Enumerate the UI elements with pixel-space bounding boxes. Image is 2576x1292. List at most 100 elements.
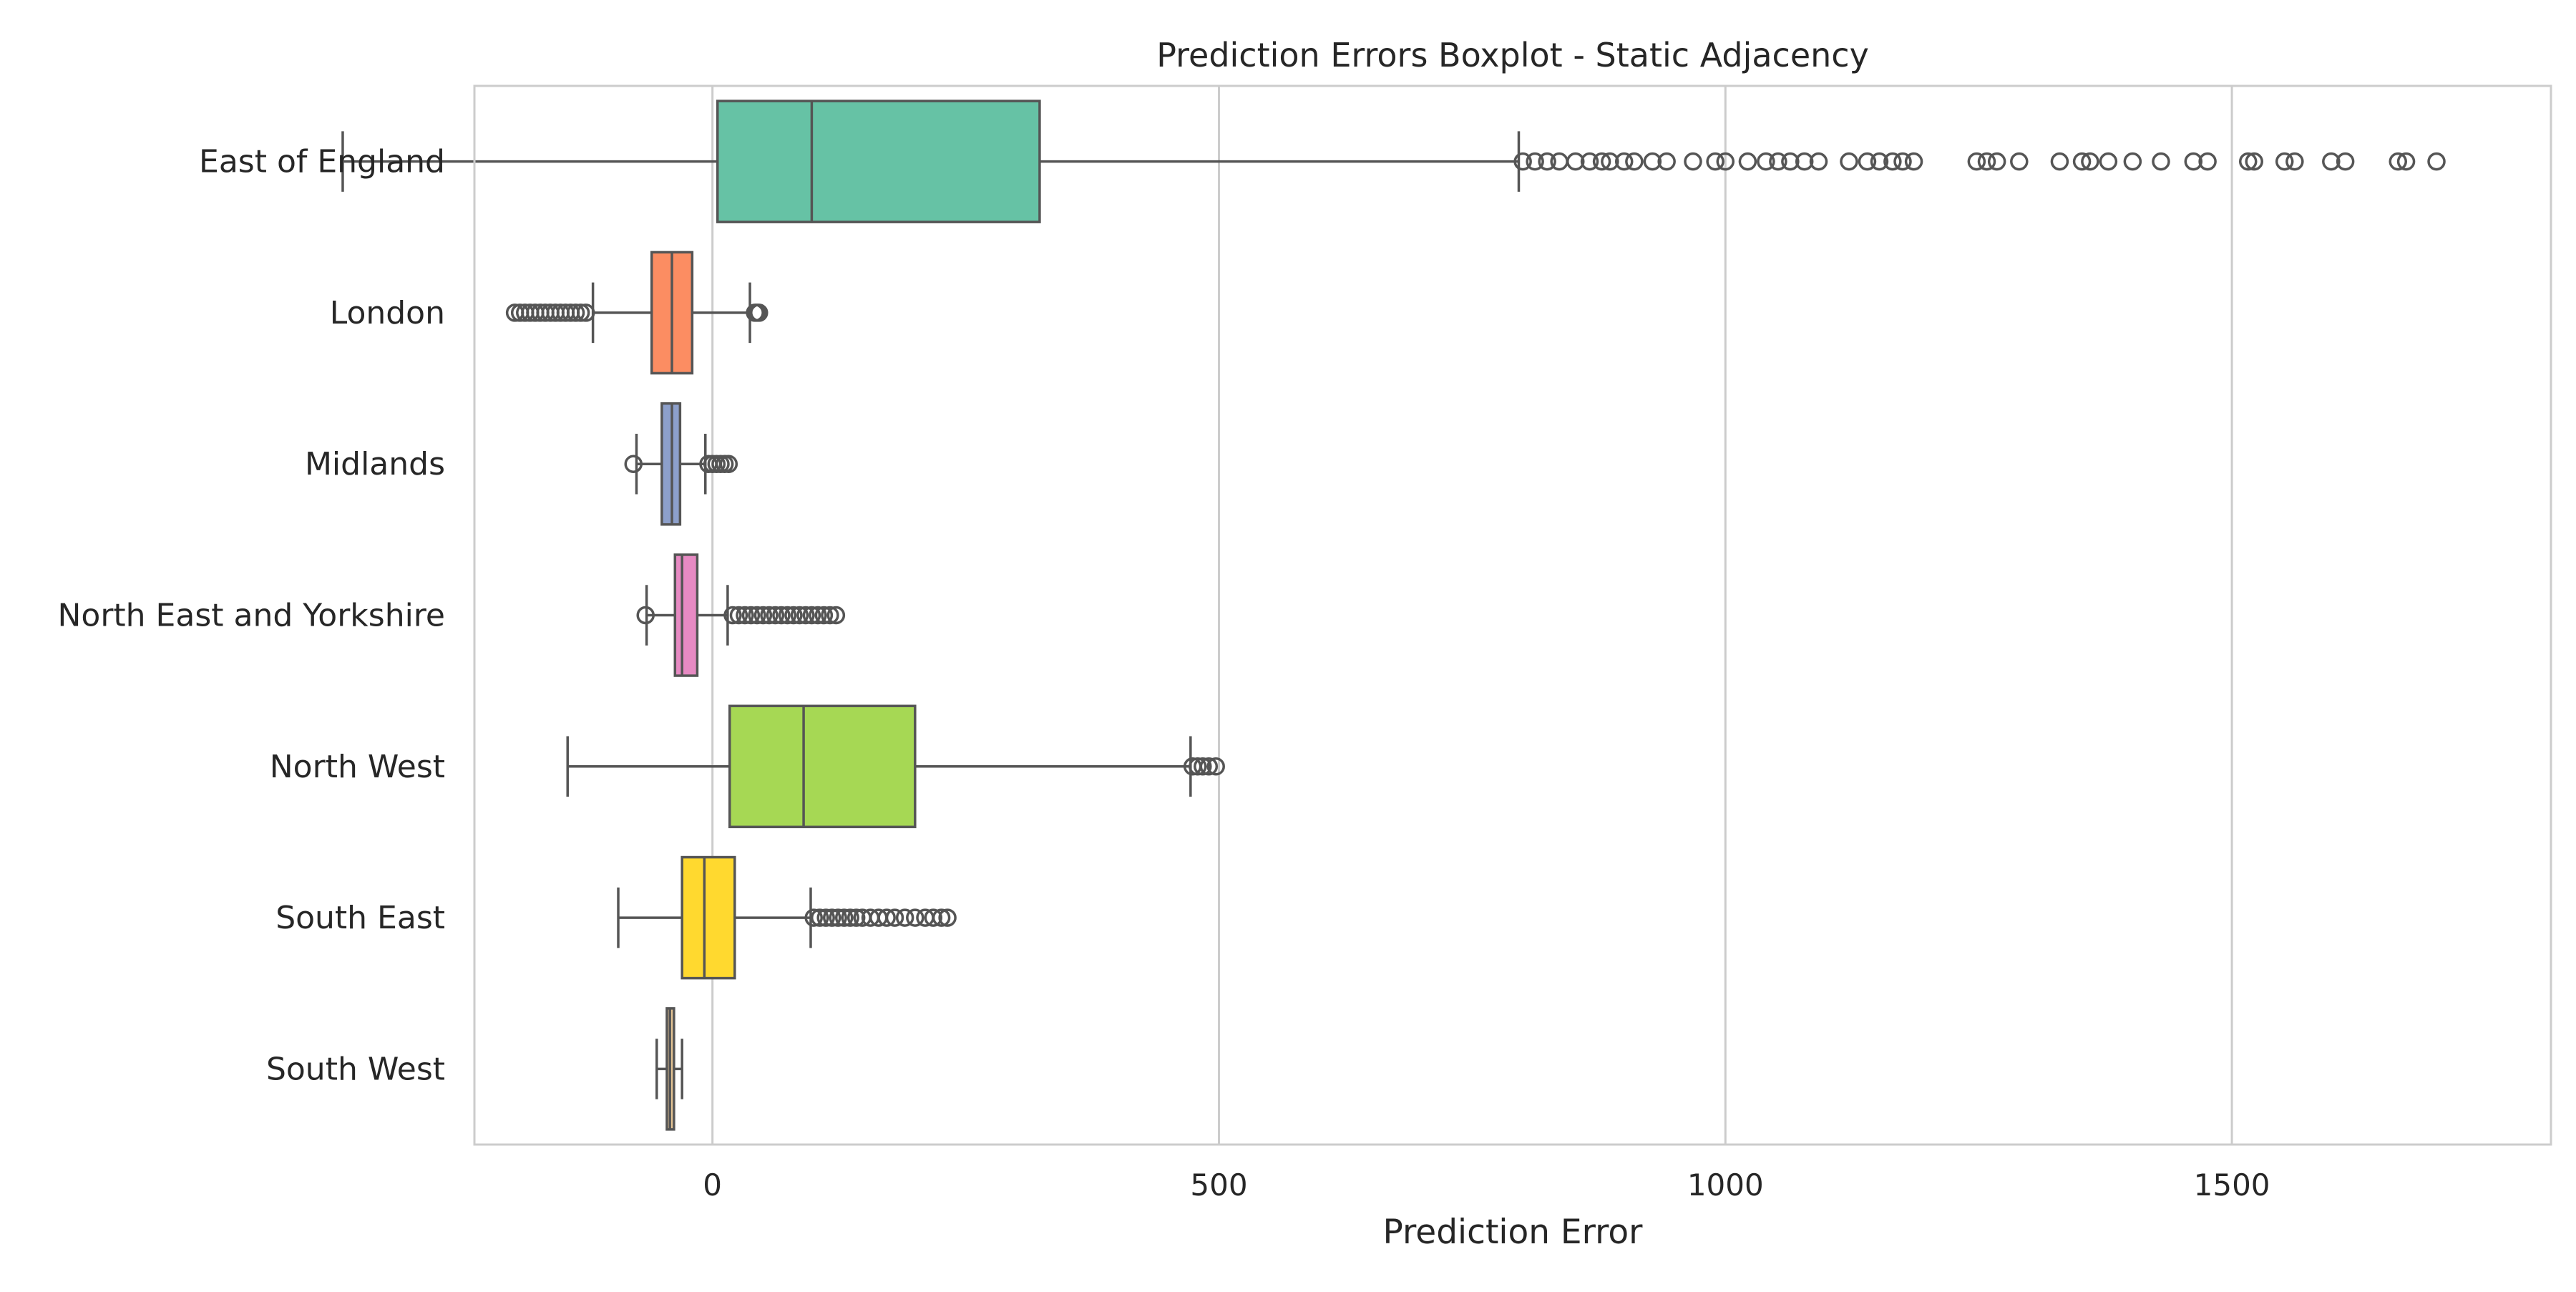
outlier-point <box>2184 152 2203 171</box>
x-tick-label: 1500 <box>2194 1167 2270 1203</box>
box-iqr <box>728 704 917 829</box>
outlier-point <box>1188 757 1207 776</box>
outlier-point <box>816 908 835 927</box>
outlier-point <box>760 606 779 625</box>
outlier-point <box>1757 152 1775 171</box>
y-tick-label: London <box>330 295 445 331</box>
boxes-layer <box>341 99 2446 1131</box>
outlier-point <box>2152 152 2170 171</box>
outlier-point <box>1538 152 1556 171</box>
outlier-point <box>1977 152 1996 171</box>
outlier-point <box>1206 757 1225 776</box>
outlier-point <box>1893 152 1912 171</box>
outlier-point <box>576 303 595 322</box>
outlier-point <box>1769 152 1787 171</box>
box-group-north-east-and-yorkshire <box>636 553 846 677</box>
outlier-point <box>1883 152 1902 171</box>
outlier-point <box>809 606 827 625</box>
outlier-point <box>2245 152 2263 171</box>
outlier-point <box>829 908 847 927</box>
box-group-south-west <box>655 1007 683 1131</box>
outlier-point <box>723 606 742 625</box>
outlier-point <box>1566 152 1585 171</box>
outlier-point <box>1870 152 1889 171</box>
outlier-point <box>753 606 773 625</box>
y-tick-labels: East of England London Midlands North East … <box>58 144 446 1088</box>
outlier-point <box>906 908 924 927</box>
outlier-point <box>924 908 943 927</box>
outlier-point <box>1614 152 1634 171</box>
outlier-point <box>1513 152 1532 171</box>
box-iqr <box>673 553 699 677</box>
outlier-point <box>566 303 585 322</box>
outlier-point <box>624 455 643 473</box>
outlier-point <box>1601 152 1619 171</box>
outlier-point <box>1706 152 1724 171</box>
outlier-point <box>748 606 766 625</box>
outlier-point <box>2389 152 2407 171</box>
outlier-point <box>1781 152 1800 171</box>
outlier-point <box>1904 152 1923 171</box>
outlier-point <box>1657 152 1676 171</box>
x-axis-label: Prediction Error <box>1383 1213 1644 1252</box>
box-iqr <box>680 855 736 980</box>
outlier-point <box>790 606 809 625</box>
outlier-point <box>2275 152 2294 171</box>
box-iqr <box>716 99 1041 223</box>
y-tick-label: South East <box>275 900 445 936</box>
outlier-point <box>1199 757 1219 776</box>
outlier-point <box>822 908 841 927</box>
y-tick-label: North West <box>270 749 445 785</box>
outlier-point <box>719 455 738 473</box>
x-tick-label: 1000 <box>1687 1167 1764 1203</box>
x-tick-labels: 0 500 1000 1500 <box>703 1167 2270 1203</box>
outlier-point <box>741 606 761 625</box>
y-tick-label: South West <box>266 1051 445 1087</box>
x-tick-label: 500 <box>1190 1167 1247 1203</box>
outlier-point <box>834 908 854 927</box>
outlier-point <box>2050 152 2069 171</box>
outlier-point <box>1625 152 1644 171</box>
outlier-point <box>2099 152 2118 171</box>
outlier-point <box>877 908 896 927</box>
outlier-point <box>1809 152 1828 171</box>
outlier-point <box>1643 152 1662 171</box>
outlier-point <box>796 606 815 625</box>
outlier-point <box>802 606 821 625</box>
outlier-point <box>2010 152 2029 171</box>
chart-title: Prediction Errors Boxplot - Static Adjac… <box>1156 36 1869 74</box>
box-group-london <box>505 251 769 375</box>
outlier-point <box>821 606 839 625</box>
box-group-north-west <box>566 704 1225 829</box>
outlier-point <box>772 606 791 625</box>
outlier-point <box>814 606 834 625</box>
outlier-point <box>2427 152 2446 171</box>
outlier-point <box>2322 152 2341 171</box>
y-tick-label: North East and Yorkshire <box>58 598 446 634</box>
outlier-point <box>810 908 829 927</box>
outlier-point <box>750 303 769 322</box>
outlier-point <box>1738 152 1757 171</box>
outlier-point <box>1526 152 1544 171</box>
outlier-point <box>1684 152 1702 171</box>
box-group-south-east <box>617 855 957 980</box>
outlier-point <box>895 908 914 927</box>
outlier-point <box>932 908 951 927</box>
outlier-point <box>1580 152 1599 171</box>
outlier-point <box>778 606 797 625</box>
outlier-point <box>2285 152 2304 171</box>
outlier-point <box>1967 152 1986 171</box>
box-group-midlands <box>624 402 738 526</box>
outlier-point <box>2336 152 2355 171</box>
outlier-point <box>2072 152 2092 171</box>
outlier-point <box>1858 152 1877 171</box>
outlier-point <box>1795 152 1814 171</box>
outlier-point <box>847 908 866 927</box>
y-tick-label: Midlands <box>305 446 445 482</box>
plot-area-frame <box>473 84 2552 1146</box>
outlier-point <box>729 606 748 625</box>
outlier-point <box>1840 152 1858 171</box>
outlier-point <box>2123 152 2142 171</box>
outlier-point <box>736 606 754 625</box>
